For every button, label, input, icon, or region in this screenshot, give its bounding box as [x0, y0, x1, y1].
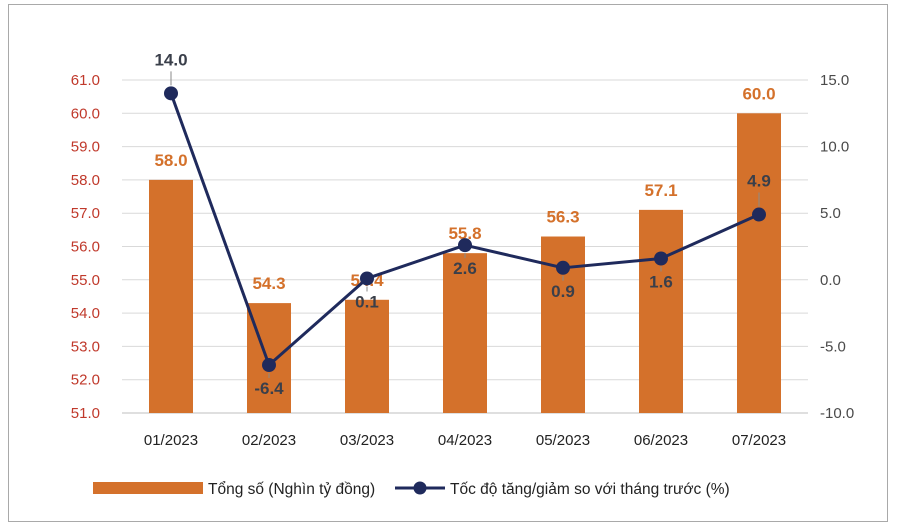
right-tick-label: 5.0: [820, 205, 841, 222]
line-marker: [752, 207, 766, 222]
left-tick-label: 59.0: [71, 139, 100, 156]
bar-data-label: 56.3: [546, 208, 579, 227]
legend-swatch-bar: [93, 482, 203, 494]
bar-data-label: 58.0: [154, 151, 187, 170]
legend-label-line: Tốc độ tăng/giảm so với tháng trước (%): [450, 481, 730, 498]
bar: [737, 113, 781, 414]
right-tick-label: 15.0: [820, 72, 849, 89]
left-tick-label: 54.0: [71, 305, 100, 322]
left-tick-label: 56.0: [71, 239, 100, 256]
legend-label-bar: Tổng số (Nghìn tỷ đồng): [208, 481, 375, 498]
left-tick-label: 55.0: [71, 272, 100, 289]
line-data-label: 0.1: [355, 292, 379, 311]
line-data-label: 1.6: [649, 272, 673, 291]
line-data-label: 14.0: [154, 50, 187, 69]
line-data-label: -6.4: [254, 379, 284, 398]
left-tick-label: 61.0: [71, 72, 100, 89]
bar: [149, 179, 193, 413]
line-marker: [556, 260, 570, 275]
x-tick-label: 01/2023: [144, 432, 198, 449]
line-marker: [654, 251, 668, 266]
x-tick-label: 05/2023: [536, 432, 590, 449]
left-tick-label: 53.0: [71, 338, 100, 355]
left-tick-label: 51.0: [71, 405, 100, 422]
bar: [639, 209, 683, 413]
line-data-label: 2.6: [453, 259, 477, 278]
bar-data-label: 55.8: [448, 224, 481, 243]
line-data-label: 4.9: [747, 172, 771, 191]
left-tick-label: 52.0: [71, 372, 100, 389]
legend-swatch-marker: [413, 481, 427, 495]
x-axis-ticks: 01/2023 02/2023 03/2023 04/2023 05/2023 06/20…: [144, 432, 786, 449]
line-marker: [458, 238, 472, 253]
line-data-label: 0.9: [551, 282, 575, 301]
bar: [443, 253, 487, 413]
x-tick-label: 02/2023: [242, 432, 296, 449]
x-tick-label: 06/2023: [634, 432, 688, 449]
right-axis-ticks: -10.0 -5.0 0.0 5.0 10.0 15.0: [820, 72, 854, 422]
bar-data-label: 60.0: [742, 84, 775, 103]
right-tick-label: 0.0: [820, 272, 841, 289]
right-tick-label: 10.0: [820, 139, 849, 156]
x-tick-label: 04/2023: [438, 432, 492, 449]
grid-lines: [122, 79, 808, 414]
left-tick-label: 57.0: [71, 205, 100, 222]
left-axis-ticks: 51.0 52.0 53.0 54.0 55.0 56.0 57.0 58.0 59.0 60.0…: [71, 72, 100, 422]
x-tick-label: 03/2023: [340, 432, 394, 449]
line-marker: [262, 358, 276, 373]
line-series: 14.0 -6.4 0.1 2.6 0.9 1.6 4.9: [154, 50, 770, 398]
left-tick-label: 58.0: [71, 172, 100, 189]
right-tick-label: -10.0: [820, 405, 854, 422]
line-marker: [360, 271, 374, 286]
legend: Tổng số (Nghìn tỷ đồng) Tốc độ tăng/giảm…: [93, 481, 730, 498]
right-tick-label: -5.0: [820, 338, 846, 355]
bar-data-label: 57.1: [644, 181, 677, 200]
left-tick-label: 60.0: [71, 105, 100, 122]
x-tick-label: 07/2023: [732, 432, 786, 449]
bar-data-label: 54.3: [252, 274, 285, 293]
line-marker: [164, 86, 178, 101]
bar: [345, 299, 389, 413]
